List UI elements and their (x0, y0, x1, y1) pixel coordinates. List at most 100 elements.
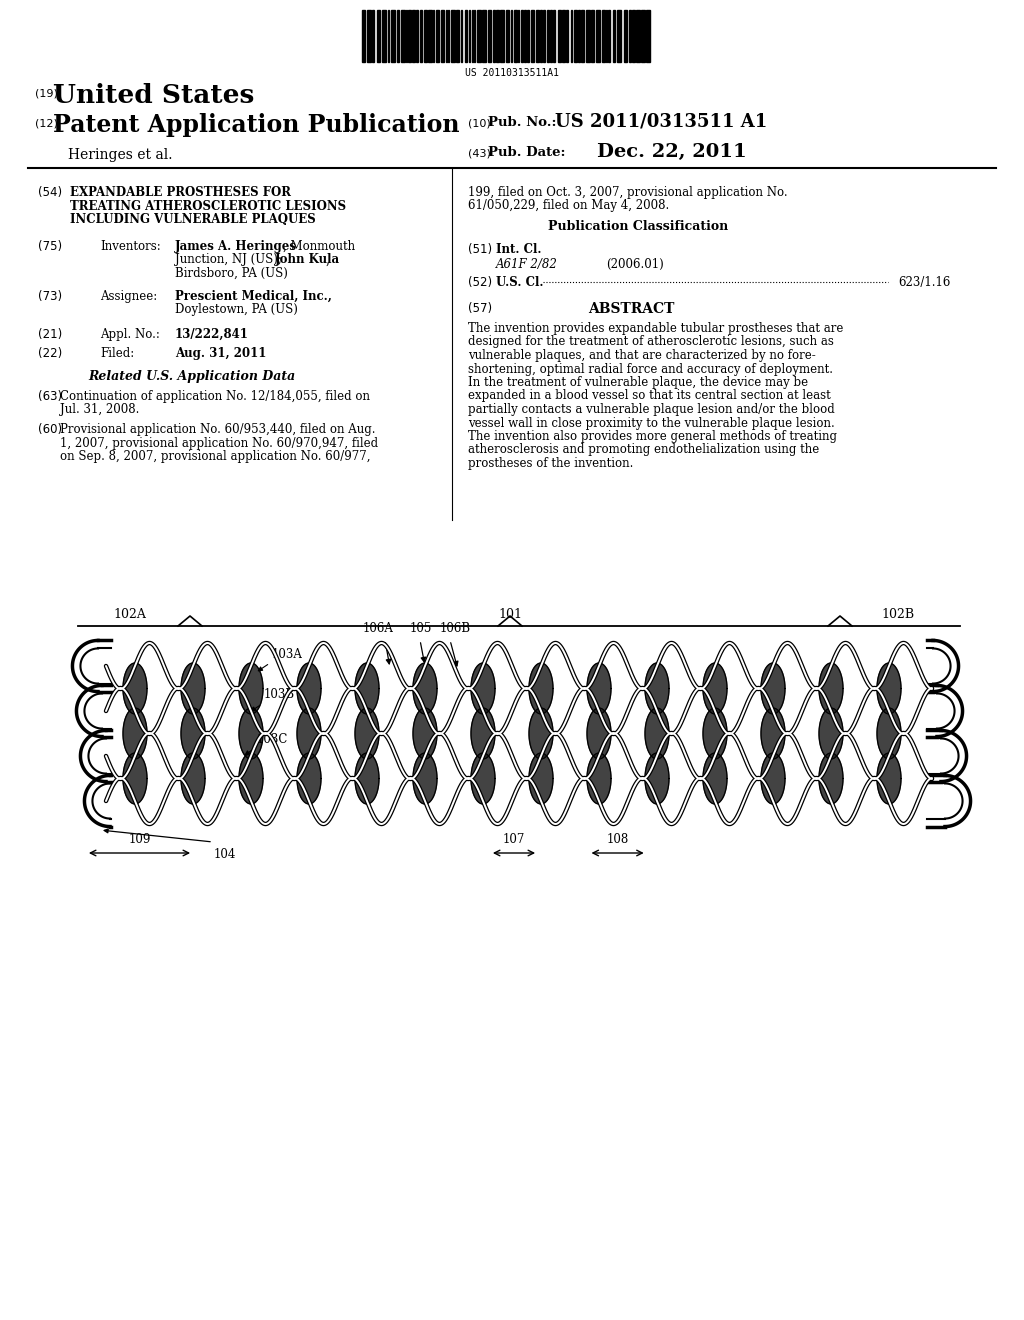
Bar (636, 11, 640, 62)
Text: Heringes et al.: Heringes et al. (68, 148, 172, 162)
Bar (362, 11, 365, 62)
Bar (607, 11, 610, 62)
Bar (550, 11, 552, 62)
Polygon shape (877, 663, 901, 714)
Polygon shape (181, 752, 205, 804)
Text: John Kula: John Kula (275, 253, 340, 267)
Bar (377, 11, 380, 62)
Text: Continuation of application No. 12/184,055, filed on: Continuation of application No. 12/184,0… (60, 389, 370, 403)
Text: U.S. Cl.: U.S. Cl. (496, 276, 544, 289)
Bar (465, 11, 467, 62)
Bar (578, 11, 580, 62)
Bar (531, 11, 534, 62)
Polygon shape (297, 663, 321, 714)
Text: Publication Classification: Publication Classification (548, 220, 728, 234)
Text: 105: 105 (410, 622, 432, 635)
Text: (22): (22) (38, 347, 62, 360)
Bar (476, 11, 480, 62)
Text: 623/1.16: 623/1.16 (898, 276, 950, 289)
Text: 13/222,841: 13/222,841 (175, 327, 249, 341)
Bar (451, 11, 455, 62)
Text: 103B: 103B (264, 688, 295, 701)
Bar (526, 11, 529, 62)
Text: Filed:: Filed: (100, 347, 134, 360)
Polygon shape (703, 752, 727, 804)
Polygon shape (355, 708, 379, 759)
Polygon shape (123, 663, 147, 714)
Bar (536, 11, 539, 62)
Text: Int. Cl.: Int. Cl. (496, 243, 542, 256)
Text: 104: 104 (214, 847, 237, 861)
Text: (60): (60) (38, 422, 62, 436)
Bar (624, 11, 627, 62)
Bar (416, 11, 418, 62)
Bar (372, 11, 374, 62)
Text: EXPANDABLE PROSTHESES FOR: EXPANDABLE PROSTHESES FOR (70, 186, 291, 199)
Text: Related U.S. Application Data: Related U.S. Application Data (88, 370, 295, 383)
Text: 108: 108 (606, 833, 629, 846)
Text: 102A: 102A (114, 609, 146, 620)
Text: (73): (73) (38, 290, 62, 304)
Text: 107: 107 (503, 833, 525, 846)
Polygon shape (181, 663, 205, 714)
Polygon shape (761, 708, 785, 759)
Text: Pub. No.:: Pub. No.: (488, 116, 556, 129)
Text: Prescient Medical, Inc.,: Prescient Medical, Inc., (175, 290, 332, 304)
Polygon shape (355, 663, 379, 714)
Text: 103C: 103C (257, 733, 289, 746)
Polygon shape (529, 663, 553, 714)
Text: vessel wall in close proximity to the vulnerable plaque lesion.: vessel wall in close proximity to the vu… (468, 417, 835, 429)
Text: (12): (12) (35, 117, 58, 128)
Text: 199, filed on Oct. 3, 2007, provisional application No.: 199, filed on Oct. 3, 2007, provisional … (468, 186, 787, 199)
Bar (408, 11, 411, 62)
Text: prostheses of the invention.: prostheses of the invention. (468, 457, 634, 470)
Text: Pub. Date:: Pub. Date: (488, 147, 565, 158)
Polygon shape (297, 708, 321, 759)
Polygon shape (239, 752, 263, 804)
Polygon shape (529, 708, 553, 759)
Text: 109: 109 (128, 833, 151, 846)
Polygon shape (587, 663, 611, 714)
Text: shortening, optimal radial force and accuracy of deployment.: shortening, optimal radial force and acc… (468, 363, 833, 375)
Text: atherosclerosis and promoting endothelialization using the: atherosclerosis and promoting endothelia… (468, 444, 819, 457)
Bar (461, 11, 462, 62)
Polygon shape (297, 752, 321, 804)
Text: TREATING ATHEROSCLEROTIC LESIONS: TREATING ATHEROSCLEROTIC LESIONS (70, 199, 346, 213)
Text: (57): (57) (468, 302, 493, 315)
Bar (513, 11, 516, 62)
Bar (441, 11, 443, 62)
Text: Junction, NJ (US);: Junction, NJ (US); (175, 253, 286, 267)
Bar (487, 11, 490, 62)
Polygon shape (123, 708, 147, 759)
Bar (517, 11, 519, 62)
Bar (482, 11, 485, 62)
Text: ,: , (326, 253, 330, 267)
Bar (562, 11, 564, 62)
Text: ABSTRACT: ABSTRACT (588, 302, 675, 315)
Polygon shape (587, 708, 611, 759)
Bar (412, 11, 415, 62)
Text: James A. Heringes: James A. Heringes (175, 240, 297, 253)
Text: 61/050,229, filed on May 4, 2008.: 61/050,229, filed on May 4, 2008. (468, 199, 670, 213)
Text: vulnerable plaques, and that are characterized by no fore-: vulnerable plaques, and that are charact… (468, 348, 816, 362)
Polygon shape (413, 663, 437, 714)
Bar (506, 11, 509, 62)
Polygon shape (239, 708, 263, 759)
Text: Provisional application No. 60/953,440, filed on Aug.: Provisional application No. 60/953,440, … (60, 422, 376, 436)
Polygon shape (819, 752, 843, 804)
Bar (540, 11, 542, 62)
Bar (617, 11, 621, 62)
Text: A61F 2/82: A61F 2/82 (496, 257, 558, 271)
Text: Dec. 22, 2011: Dec. 22, 2011 (597, 143, 746, 161)
Text: INCLUDING VULNERABLE PLAQUES: INCLUDING VULNERABLE PLAQUES (70, 213, 315, 226)
Text: Patent Application Publication: Patent Application Publication (53, 114, 460, 137)
Polygon shape (471, 663, 495, 714)
Polygon shape (587, 752, 611, 804)
Polygon shape (819, 663, 843, 714)
Bar (596, 11, 599, 62)
Polygon shape (877, 708, 901, 759)
Polygon shape (413, 708, 437, 759)
Text: The invention also provides more general methods of treating: The invention also provides more general… (468, 430, 837, 444)
Text: Doylestown, PA (US): Doylestown, PA (US) (175, 304, 298, 317)
Polygon shape (471, 752, 495, 804)
